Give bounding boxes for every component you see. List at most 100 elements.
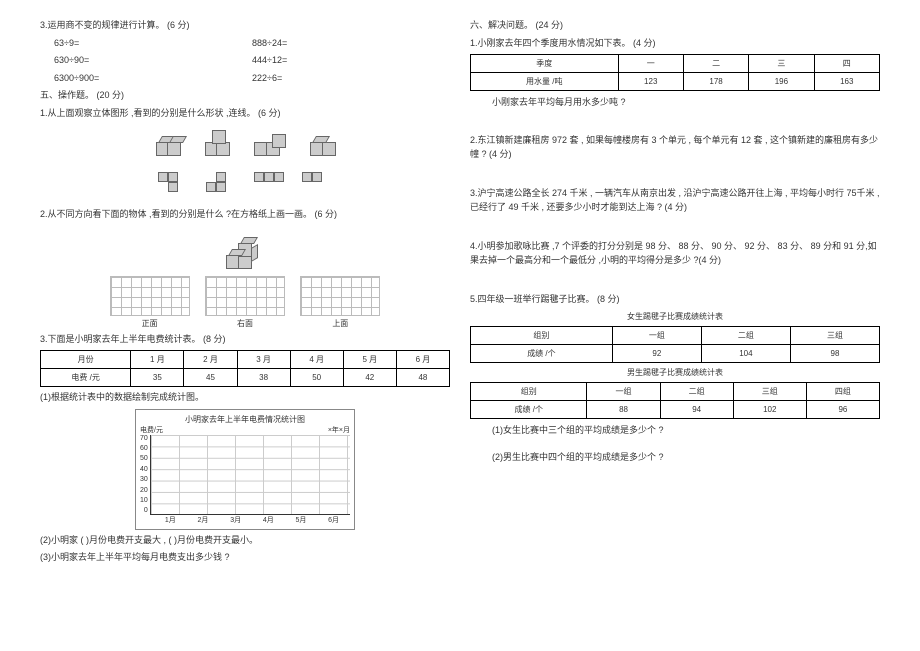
flat-shape (206, 172, 236, 198)
table-cell: 102 (733, 400, 806, 418)
q1-sub: 小刚家去年平均每月用水多少吨 ? (470, 95, 880, 108)
flat-shape (254, 172, 284, 198)
right-column: 六、解决问题。 (24 分) 1.小刚家去年四个季度用水情况如下表。 (4 分)… (460, 15, 890, 636)
table-cell: 42 (343, 369, 396, 387)
s5-q3-sub2: (2)小明家 ( )月份电费开支最大 , ( )月份电费开支最小。 (40, 534, 450, 548)
calc-row: 6300÷900= 222÷6= (54, 72, 450, 86)
q3-stem: 3.沪宁高速公路全长 274 千米 , 一辆汽车从南京出发 , 沿沪宁高速公路开… (470, 187, 880, 214)
table-row: 组别 一组 二组 三组 (471, 326, 880, 344)
s5-q3-sub1: (1)根据统计表中的数据绘制完成统计图。 (40, 391, 450, 405)
calc-row: 63÷9= 888÷24= (54, 37, 450, 51)
table-cell: 组别 (471, 326, 613, 344)
table-cell: 二组 (660, 382, 733, 400)
views-solid (105, 226, 385, 276)
cube-solid (254, 130, 288, 160)
table-cell: 成绩 /个 (471, 344, 613, 362)
table-cell: 5 月 (343, 351, 396, 369)
cube-solid (202, 130, 236, 160)
calc-cell: 444÷12= (252, 54, 450, 68)
views-box: 正面 右面 上面 (105, 226, 385, 329)
chart-y-axis: 70 60 50 40 30 20 10 0 (140, 435, 150, 515)
table-cell: 178 (683, 73, 748, 91)
view-label: 上面 (300, 318, 380, 329)
calc-cell: 63÷9= (54, 37, 252, 51)
ytick: 10 (140, 497, 148, 504)
table-row: 用水量 /吨 123 178 196 163 (471, 73, 880, 91)
calc-cell: 630÷90= (54, 54, 252, 68)
table-cell: 二组 (701, 326, 790, 344)
flat-shapes-row (40, 166, 450, 204)
boys-table-title: 男生踢毽子比赛成绩统计表 (470, 367, 880, 378)
chart-x-axis: 1月 2月 3月 4月 5月 6月 (140, 515, 350, 525)
table-cell: 104 (701, 344, 790, 362)
xtick: 1月 (165, 515, 176, 525)
ytick: 40 (140, 466, 148, 473)
q5-stem: 5.四年级一班举行踢毽子比赛。 (8 分) (470, 293, 880, 307)
q2-stem: 2.东江镇新建廉租房 972 套 , 如果每幢楼房有 3 个单元 , 每个单元有… (470, 134, 880, 161)
water-table: 季度 一 二 三 四 用水量 /吨 123 178 196 163 (470, 54, 880, 91)
xtick: 3月 (230, 515, 241, 525)
ytick: 60 (140, 445, 148, 452)
table-cell: 94 (660, 400, 733, 418)
table-cell: 四 (814, 55, 879, 73)
chart-corner: ×年×月 (328, 425, 350, 435)
section5-title: 五、操作题。 (20 分) (40, 89, 450, 103)
table-cell: 38 (237, 369, 290, 387)
section6-title: 六、解决问题。 (24 分) (470, 19, 880, 33)
table-cell: 三组 (790, 326, 879, 344)
table-cell: 6 月 (396, 351, 449, 369)
q3-calc-block: 63÷9= 888÷24= 630÷90= 444÷12= 6300÷900= … (40, 37, 450, 86)
flat-shape (302, 172, 332, 198)
table-cell: 电费 /元 (41, 369, 131, 387)
table-row: 组别 一组 二组 三组 四组 (471, 382, 880, 400)
s5-q3: 3.下面是小明家去年上半年电费统计表。 (8 分) (40, 333, 450, 347)
table-cell: 163 (814, 73, 879, 91)
table-cell: 50 (290, 369, 343, 387)
view-grid: 正面 (110, 276, 190, 329)
ytick: 0 (140, 507, 148, 514)
view-grid: 右面 (205, 276, 285, 329)
views-grids: 正面 右面 上面 (105, 276, 385, 329)
table-cell: 2 月 (184, 351, 237, 369)
table-cell: 92 (612, 344, 701, 362)
table-cell: 组别 (471, 382, 587, 400)
calc-row: 630÷90= 444÷12= (54, 54, 450, 68)
fee-chart: 小明家去年上半年电费情况统计图 电费/元 ×年×月 70 60 50 40 30… (135, 409, 355, 530)
table-cell: 4 月 (290, 351, 343, 369)
table-cell: 96 (806, 400, 879, 418)
table-cell: 三组 (733, 382, 806, 400)
q3-stem: 3.运用商不变的规律进行计算。 (6 分) (40, 19, 450, 33)
calc-cell: 888÷24= (252, 37, 450, 51)
view-label: 正面 (110, 318, 190, 329)
ytick: 50 (140, 455, 148, 462)
table-row: 月份 1 月 2 月 3 月 4 月 5 月 6 月 (41, 351, 450, 369)
ytick: 70 (140, 435, 148, 442)
table-cell: 用水量 /吨 (471, 73, 619, 91)
left-column: 3.运用商不变的规律进行计算。 (6 分) 63÷9= 888÷24= 630÷… (30, 15, 460, 636)
cube-solid (306, 130, 340, 160)
table-cell: 一 (618, 55, 683, 73)
view-label: 右面 (205, 318, 285, 329)
table-row: 季度 一 二 三 四 (471, 55, 880, 73)
table-row: 成绩 /个 88 94 102 96 (471, 400, 880, 418)
table-cell: 3 月 (237, 351, 290, 369)
table-row: 电费 /元 35 45 38 50 42 48 (41, 369, 450, 387)
boys-table: 组别 一组 二组 三组 四组 成绩 /个 88 94 102 96 (470, 382, 880, 419)
s5-q2: 2.从不同方向看下面的物体 ,看到的分别是什么 ?在方格纸上画一画。 (6 分) (40, 208, 450, 222)
table-cell: 48 (396, 369, 449, 387)
chart-plot-area (150, 435, 350, 515)
table-row: 成绩 /个 92 104 98 (471, 344, 880, 362)
chart-title: 小明家去年上半年电费情况统计图 (140, 414, 350, 425)
fee-table: 月份 1 月 2 月 3 月 4 月 5 月 6 月 电费 /元 35 45 3… (40, 350, 450, 387)
table-cell: 季度 (471, 55, 619, 73)
table-cell: 二 (683, 55, 748, 73)
table-cell: 45 (184, 369, 237, 387)
table-cell: 88 (587, 400, 660, 418)
girls-table-title: 女生踢毽子比赛成绩统计表 (470, 311, 880, 322)
table-cell: 月份 (41, 351, 131, 369)
q5-sub2: (2)男生比赛中四个组的平均成绩是多少个 ? (470, 450, 880, 463)
table-cell: 四组 (806, 382, 879, 400)
flat-shape (158, 172, 188, 198)
table-cell: 成绩 /个 (471, 400, 587, 418)
view-grid: 上面 (300, 276, 380, 329)
